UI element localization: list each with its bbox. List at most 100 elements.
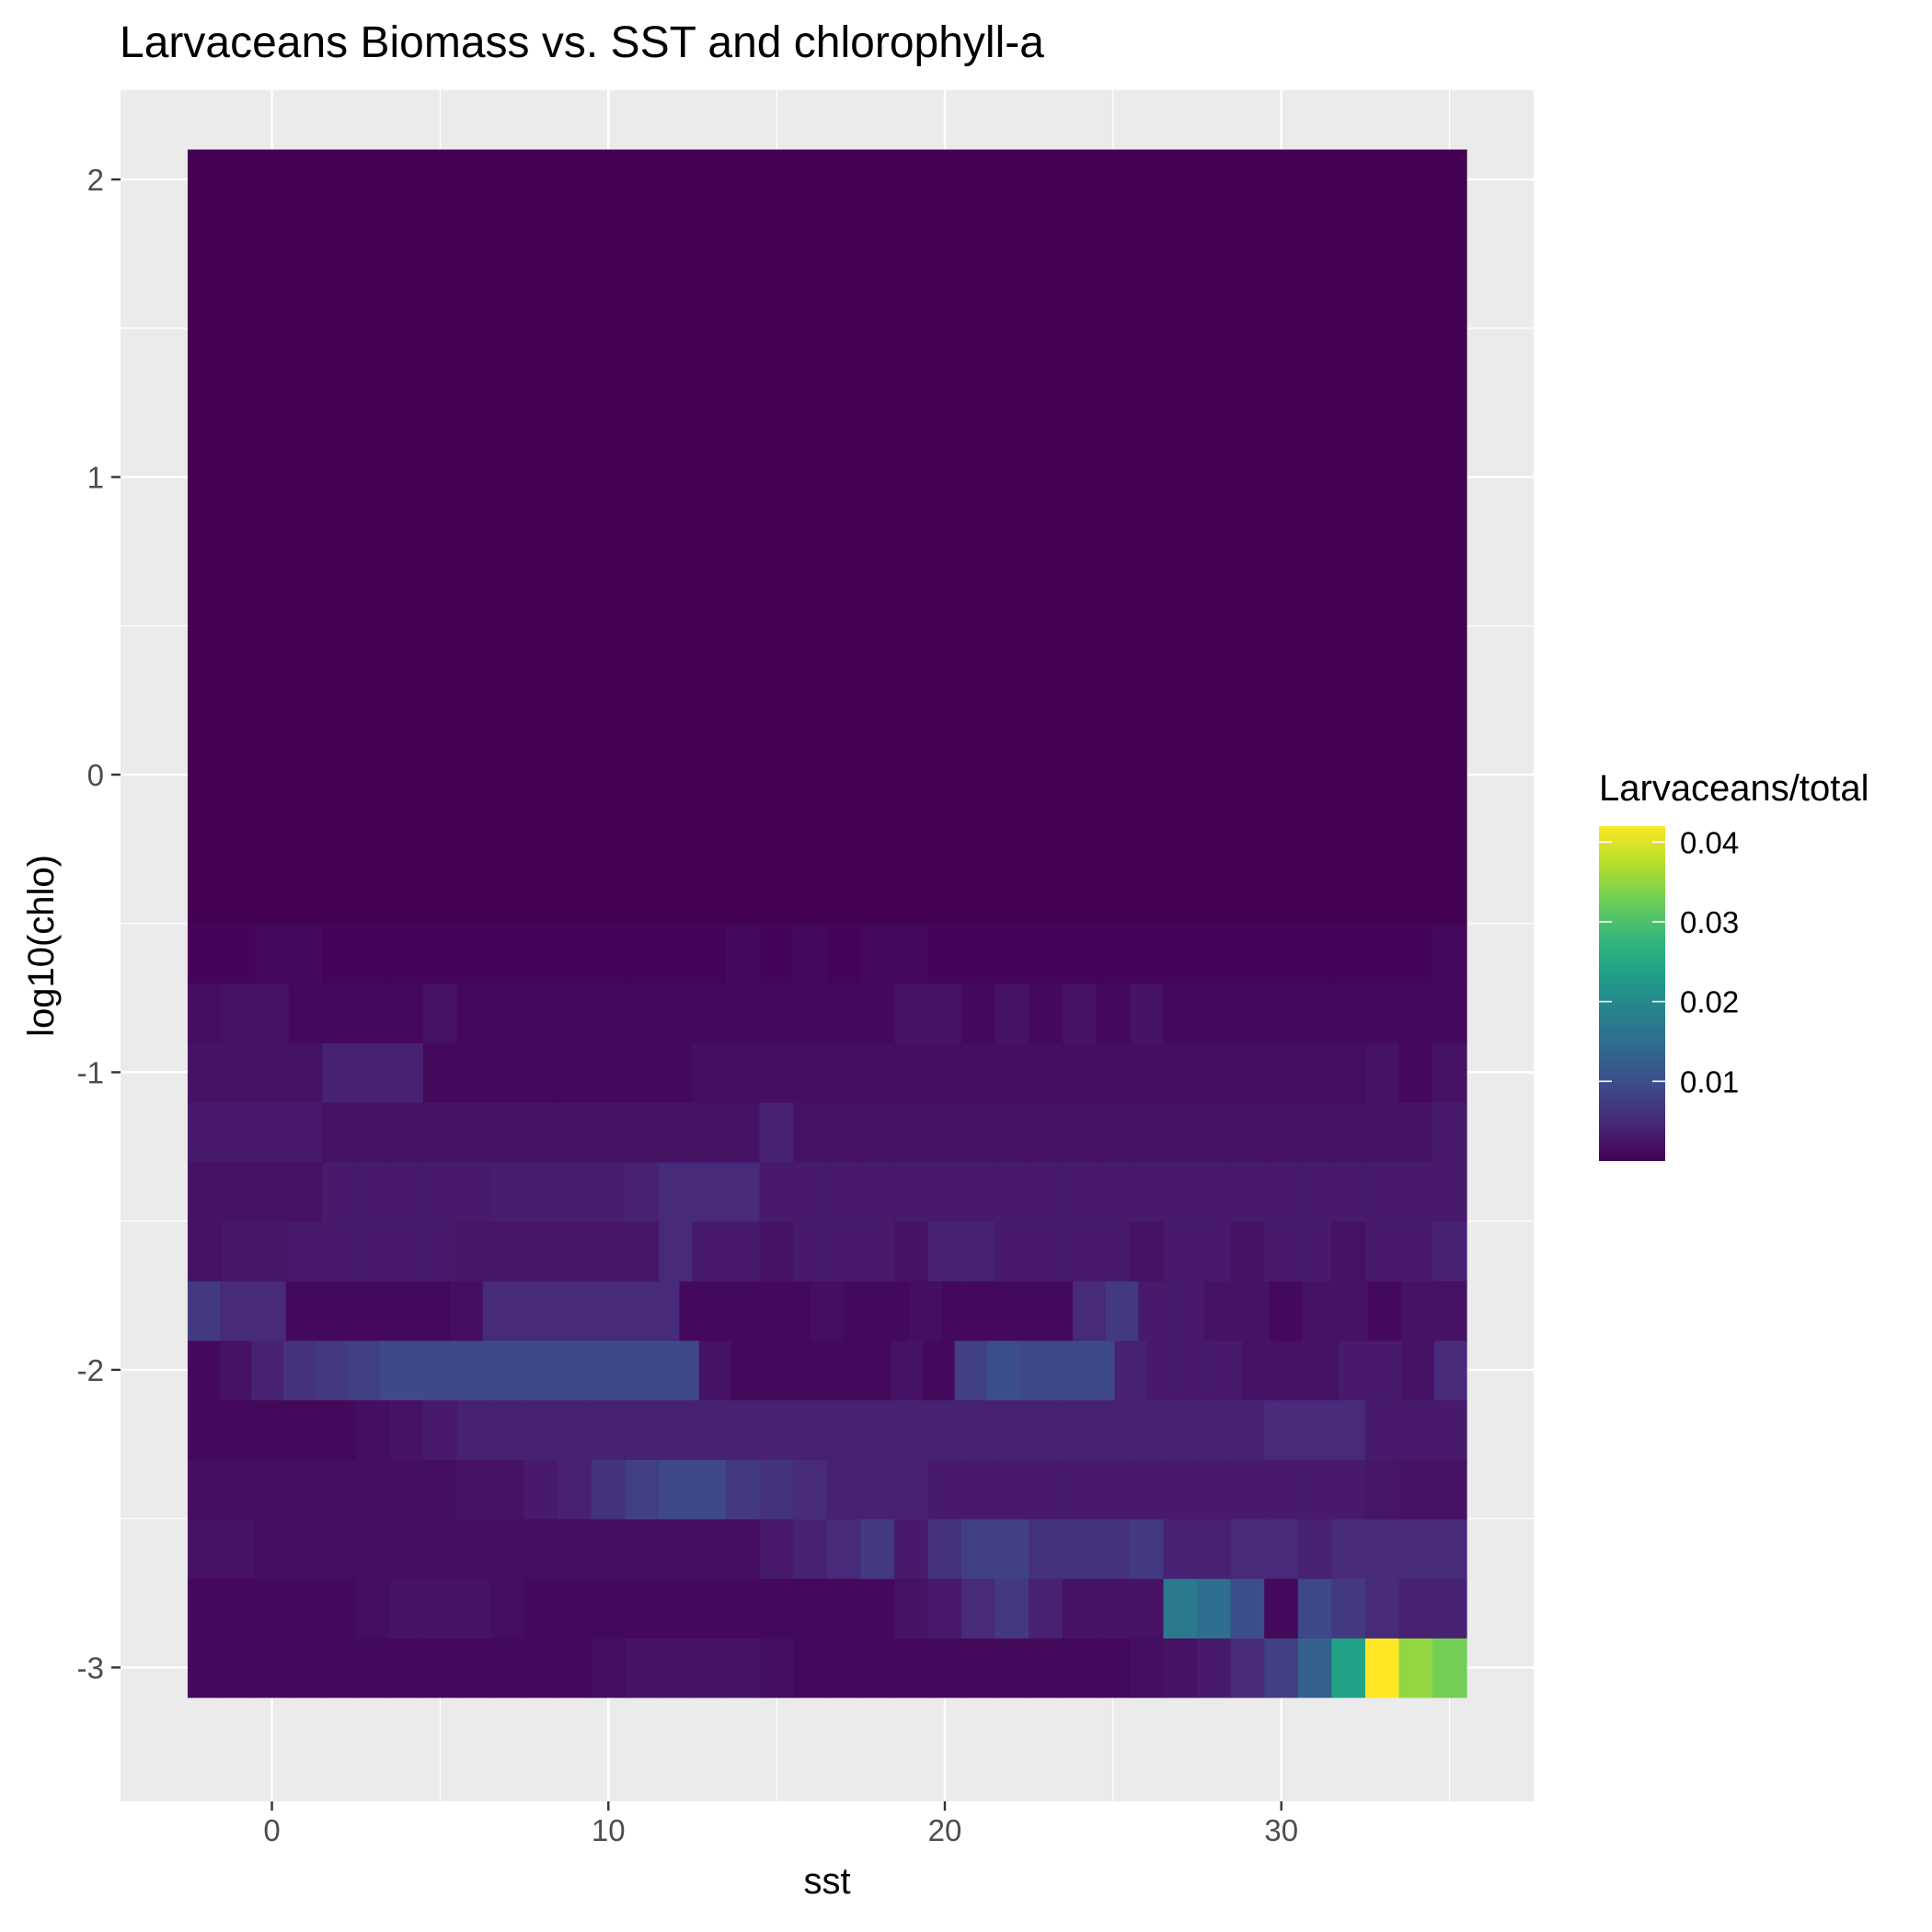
heatmap-cell: [1230, 1518, 1266, 1580]
heatmap-cell: [893, 1041, 929, 1103]
heatmap-cell: [759, 1221, 795, 1282]
heatmap-cell: [793, 983, 828, 1043]
heatmap-cell: [187, 1340, 221, 1401]
heatmap-cell: [482, 1280, 517, 1341]
heatmap-cell: [658, 1637, 694, 1698]
heatmap-cell: [1062, 1458, 1098, 1520]
heatmap-cell: [322, 1221, 357, 1282]
heatmap-cell: [692, 1578, 728, 1639]
heatmap-cell: [1029, 1637, 1064, 1698]
heatmap-cell: [422, 923, 458, 984]
heatmap-cell: [558, 1578, 592, 1639]
heatmap-cell: [646, 1280, 681, 1341]
heatmap-cell: [625, 1458, 660, 1520]
heatmap-cell: [759, 1399, 795, 1460]
heatmap-cell: [759, 1101, 795, 1163]
y-tick-label: 1: [87, 461, 104, 495]
heatmap-cell: [826, 1161, 862, 1223]
heatmap-cell: [826, 1518, 862, 1580]
heatmap-cell: [1398, 1518, 1434, 1580]
heatmap-cell: [1398, 1458, 1434, 1520]
heatmap-cell: [876, 1280, 910, 1341]
heatmap-cell: [726, 1518, 761, 1580]
heatmap-cell: [759, 1518, 795, 1580]
heatmap-cell: [355, 1101, 391, 1163]
x-axis-title: sst: [803, 1861, 850, 1902]
heatmap-cell: [523, 1399, 559, 1460]
heatmap-cell: [625, 1518, 660, 1580]
heatmap-cell: [1029, 923, 1064, 984]
heatmap-cell: [322, 1578, 357, 1639]
heatmap-cell: [1364, 1399, 1400, 1460]
heatmap-cell: [858, 1340, 892, 1401]
heatmap-cell: [658, 1041, 694, 1103]
x-tick-label: 20: [928, 1813, 962, 1847]
heatmap-cell: [355, 923, 391, 984]
heatmap-cell: [288, 1578, 324, 1639]
heatmap-cell: [1129, 1161, 1165, 1223]
heatmap-cell: [1297, 1101, 1333, 1163]
heatmap-cell: [1062, 1399, 1098, 1460]
heatmap-cell: [558, 983, 592, 1043]
heatmap-cell: [255, 149, 290, 925]
x-tick-label: 0: [263, 1813, 280, 1847]
heatmap-cell: [658, 1101, 694, 1163]
heatmap-cell: [255, 1101, 290, 1163]
heatmap-cell: [591, 1161, 627, 1223]
heatmap-cell: [995, 983, 1030, 1043]
heatmap-cell: [187, 1399, 223, 1460]
heatmap-cell: [759, 1041, 795, 1103]
heatmap-cell: [1264, 1399, 1299, 1460]
heatmap-cell: [759, 983, 795, 1043]
heatmap-cell: [726, 1221, 761, 1282]
heatmap-cell: [1230, 1399, 1266, 1460]
heatmap-cell: [355, 1518, 391, 1580]
heatmap-cell: [1163, 1637, 1199, 1698]
heatmap-cell: [355, 983, 391, 1043]
heatmap-cell: [658, 149, 694, 925]
heatmap-cell: [1029, 149, 1064, 925]
heatmap-cell: [1398, 149, 1434, 925]
heatmap-cell: [1331, 1221, 1366, 1282]
heatmap-cell: [422, 1221, 458, 1282]
heatmap-cell: [389, 1518, 424, 1580]
heatmap-cell: [221, 1041, 257, 1103]
heatmap-cell: [1398, 1578, 1434, 1639]
heatmap-cell: [826, 149, 862, 925]
heatmap-cell: [558, 1458, 592, 1520]
heatmap-cell: [860, 923, 895, 984]
heatmap-cell: [315, 1340, 349, 1401]
heatmap-cell: [625, 1041, 660, 1103]
heatmap-cell: [322, 1101, 357, 1163]
heatmap-cell: [927, 983, 963, 1043]
heatmap-cell: [1398, 1041, 1434, 1103]
heatmap-cell: [961, 983, 996, 1043]
heatmap-cell: [570, 1340, 604, 1401]
heatmap-cell: [692, 1637, 728, 1698]
heatmap-cell: [1364, 1637, 1400, 1698]
legend-ticks: 0.04 0.03 0.02 0.01: [1599, 825, 1739, 1098]
heatmap-cell: [1178, 1340, 1212, 1401]
heatmap-cell: [826, 923, 862, 984]
heatmap-cell: [726, 1578, 761, 1639]
heatmap-cell: [1163, 1101, 1199, 1163]
heatmap-cell: [251, 1340, 285, 1401]
heatmap-cell: [288, 923, 324, 984]
heatmap-cell: [927, 149, 963, 925]
heatmap-cell: [1264, 1221, 1299, 1282]
heatmap-cell: [927, 1161, 963, 1223]
heatmap-cell: [961, 1041, 996, 1103]
heatmap-cell: [759, 1458, 795, 1520]
heatmap-cell: [1335, 1280, 1369, 1341]
heatmap-cell: [187, 983, 223, 1043]
heatmap-cell: [558, 1637, 592, 1698]
heatmap-cell: [1297, 923, 1333, 984]
heatmap-cell: [1105, 1280, 1140, 1341]
legend-break-label: 0.01: [1680, 1064, 1739, 1098]
heatmap-cell: [995, 1161, 1030, 1223]
heatmap-cell: [1129, 1399, 1165, 1460]
heatmap-cell: [1163, 923, 1199, 984]
heatmap-cell: [1274, 1340, 1307, 1401]
heatmap-cell: [1338, 1340, 1372, 1401]
